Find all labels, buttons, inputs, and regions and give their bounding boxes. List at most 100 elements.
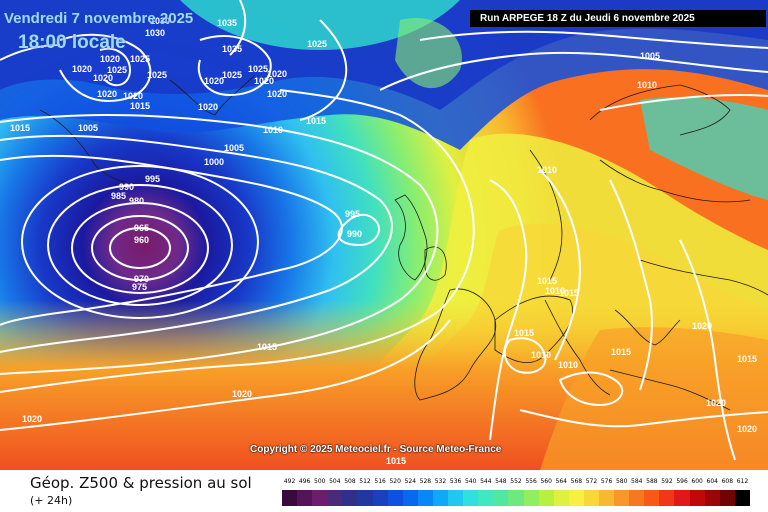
isobar-label: 1020 [72,64,92,74]
scale-label: 504 [329,478,341,485]
isobar-label: 1005 [78,123,98,133]
scale-label: 536 [449,478,462,485]
scale-swatch [493,490,509,506]
scale-label: 524 [404,478,417,485]
isobar-label: 1020 [692,321,712,331]
scale-label: 596 [676,478,688,485]
scale-swatch [387,490,403,506]
isobar-labels: 1030 1035 1035 1030 1020 1025 1020 1020 … [10,16,757,466]
scale-label: 516 [374,478,386,485]
isobar-label: 1010 [637,80,657,90]
forecast-local-time: 18:00 locale [18,32,126,53]
isobar-label: 1010 [558,360,578,370]
scale-label: 560 [540,478,552,485]
isobar-label: 1005 [224,143,244,153]
isobar-label: 995 [145,174,160,184]
isobar-label: 1015 [737,354,757,364]
z500-greenland-ridge [180,0,460,50]
scale-label: 528 [419,478,432,485]
scale-swatch [629,490,645,506]
isobar-label: 1010 [531,350,551,360]
isobar-lines [0,0,768,460]
isobar-label: 965 [134,223,149,233]
isobar-label: 1020 [93,73,113,83]
isobar-label: 1015 [559,288,579,298]
scale-label: 508 [344,478,356,485]
scale-label: 568 [570,478,583,485]
isobar-label: 990 [347,229,362,239]
scale-swatch [598,490,615,506]
isobar-label: 1015 [537,276,557,286]
isobar-label: 970 [134,274,149,284]
scale-label: 584 [631,478,643,485]
scale-swatch [644,490,660,506]
isobar-label: 1015 [130,101,150,111]
scale-swatches [282,490,750,506]
weather-map: 1030 1035 1035 1030 1020 1025 1020 1020 … [0,0,768,470]
isobar-label: 1005 [640,51,660,61]
isobar-label: 1020 [254,76,274,86]
z500-color-scale: 492 496 500 504 508 512 516 520 524 528 532 536 540 5… [282,478,750,508]
isobar-label: 1030 [150,16,170,26]
isobar-label: 960 [134,235,149,245]
map-title: Géop. Z500 & pression au sol [30,474,252,492]
scale-swatch [689,490,705,506]
isobar-label: 1025 [107,65,127,75]
scale-swatch [659,490,675,506]
z500-north-core [0,0,768,110]
scale-label: 552 [510,478,522,485]
scale-swatch [463,490,479,506]
isobar-label: 1010 [545,286,565,296]
isobar-label: 1020 [198,102,218,112]
forecast-lead-time: (+ 24h) [30,494,73,507]
isobar-label: 1020 [22,414,42,424]
z500-southeast [540,327,768,470]
isobar-label: 975 [132,282,147,292]
scale-label: 548 [495,478,507,485]
scale-label: 592 [661,478,673,485]
isobar-label: 1020 [267,89,287,99]
scale-swatch [417,490,433,506]
scale-label: 564 [555,478,567,485]
scale-label: 600 [691,478,703,485]
scale-swatch [734,490,750,506]
scale-swatch [523,490,539,506]
isobar-label: 1025 [248,64,268,74]
isobar-label: 1020 [123,91,143,101]
scale-swatch [342,490,358,506]
isobar-label: 1020 [100,54,120,64]
isobar-label: 1015 [306,116,326,126]
scale-swatch [553,490,569,506]
scale-swatch [508,490,524,506]
isobar-label: 1020 [232,389,252,399]
isobar-label: 1020 [737,424,757,434]
scale-swatch [704,490,720,506]
scale-label: 572 [585,478,598,485]
z500-scandinavia [640,97,768,200]
scale-label: 512 [359,478,371,485]
isobar-label: 985 [111,191,126,201]
coastlines [39,74,768,411]
isobar-label: 1035 [217,18,237,28]
scale-labels: 492 496 500 504 508 512 516 520 524 528 532 536 540 5… [282,478,750,490]
scale-swatch [432,490,449,506]
isobar-label: 990 [119,182,134,192]
isobar-label: 1015 [611,347,631,357]
scale-label: 540 [464,478,477,485]
isobar-label: 1015 [514,328,534,338]
scale-swatch [478,490,494,506]
scale-label: 556 [525,478,537,485]
isobar-label: 1025 [147,70,167,80]
isobar-label: 1020 [706,398,726,408]
scale-swatch [719,490,735,506]
scale-swatch [327,490,343,506]
scale-label: 520 [389,478,401,485]
isobar-label: 1020 [204,76,224,86]
scale-label: 500 [314,478,326,485]
run-info-banner: Run ARPEGE 18 Z du Jeudi 6 novembre 2025 [470,10,766,27]
isobar-label: 980 [129,196,144,206]
scale-label: 576 [600,478,613,485]
isobar-label: 1025 [222,70,242,80]
scale-label: 544 [480,478,492,485]
scale-label: 580 [615,478,628,485]
